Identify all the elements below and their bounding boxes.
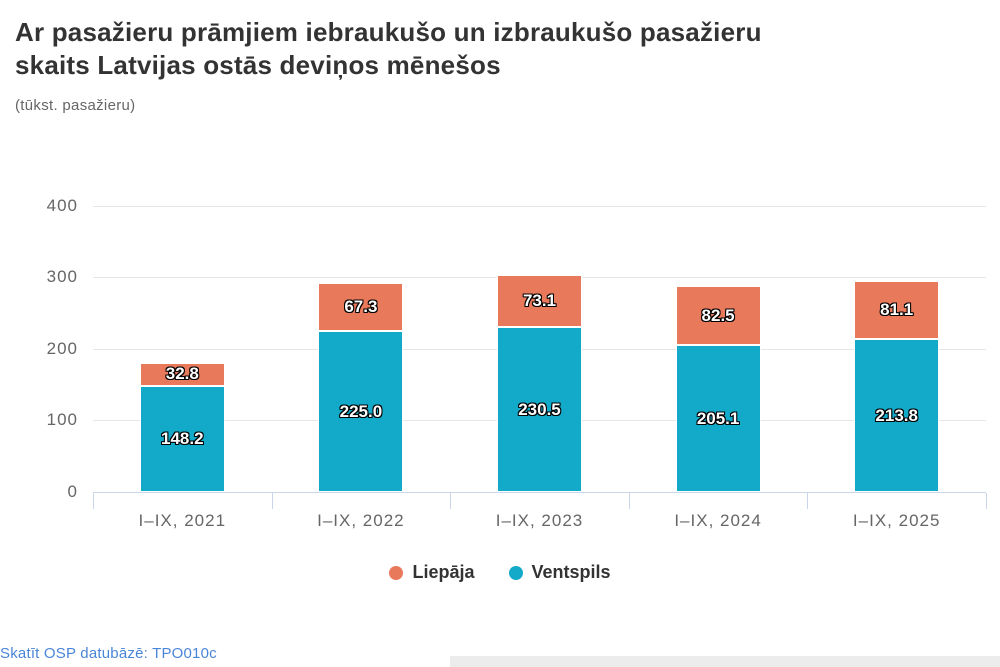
x-axis-label: I–IX, 2024 bbox=[674, 511, 762, 530]
bar-value-label: 81.1 bbox=[880, 300, 914, 320]
bar-segment-ventspils[interactable]: 205.1 bbox=[675, 345, 761, 492]
x-axis-tick bbox=[450, 493, 452, 509]
chart-title: Ar pasažieru prāmjiem iebraukušo un izbr… bbox=[15, 16, 915, 82]
bar-segment-ventspils[interactable]: 230.5 bbox=[497, 327, 582, 492]
bar-value-label: 225.0 bbox=[339, 401, 383, 421]
bar-segment-liepaja[interactable]: 32.8 bbox=[139, 362, 225, 387]
legend-label-liepaja: Liepāja bbox=[412, 562, 475, 582]
x-axis-tick bbox=[807, 493, 809, 509]
x-axis-tick bbox=[93, 493, 94, 509]
bar-segment-liepaja[interactable]: 67.3 bbox=[318, 283, 404, 332]
liepaja-legend-marker-icon bbox=[389, 565, 404, 580]
gridline-400 bbox=[93, 206, 986, 207]
legend-label-ventspils: Ventspils bbox=[531, 562, 611, 582]
legend: Liepāja Ventspils bbox=[0, 562, 1000, 583]
y-axis-label-200: 200 bbox=[46, 339, 78, 358]
legend-item-liepaja[interactable]: Liepāja bbox=[389, 562, 475, 583]
bar-value-label: 73.1 bbox=[522, 291, 557, 311]
y-axis-label-400: 400 bbox=[46, 196, 78, 215]
chart-subtitle: (tūkst. pasažieru) bbox=[15, 97, 136, 114]
bar-segment-ventspils[interactable]: 213.8 bbox=[854, 339, 940, 492]
y-axis-label-100: 100 bbox=[46, 410, 78, 429]
y-axis-label-0: 0 bbox=[67, 482, 78, 501]
x-axis-tick bbox=[271, 493, 273, 509]
x-axis-tick bbox=[628, 493, 630, 509]
x-axis-line bbox=[93, 492, 986, 493]
horizontal-scrollbar[interactable] bbox=[450, 656, 1000, 667]
bar-value-label: 205.1 bbox=[696, 408, 740, 428]
x-axis-label: I–IX, 2021 bbox=[138, 511, 227, 530]
bar-segment-liepaja[interactable]: 73.1 bbox=[497, 274, 582, 328]
x-axis-label: I–IX, 2022 bbox=[317, 511, 405, 530]
bar-segment-liepaja[interactable]: 81.1 bbox=[854, 281, 940, 340]
bar-value-label: 148.2 bbox=[161, 429, 204, 448]
osp-database-link[interactable]: Skatīt OSP datubāzē: TPO010c bbox=[0, 645, 217, 662]
bar-segment-ventspils[interactable]: 225.0 bbox=[318, 331, 404, 492]
ventspils-legend-marker-icon bbox=[508, 565, 523, 580]
bar-segment-ventspils[interactable]: 148.2 bbox=[139, 386, 225, 492]
bar-value-label: 213.8 bbox=[875, 405, 918, 425]
chart-title-line1: Ar pasažieru prāmjiem iebraukušo un izbr… bbox=[15, 17, 762, 47]
x-axis-label: I–IX, 2023 bbox=[495, 511, 584, 530]
bar-value-label: 32.8 bbox=[165, 364, 199, 384]
x-axis-label: I–IX, 2025 bbox=[852, 511, 941, 530]
x-axis-tick bbox=[986, 493, 987, 509]
legend-item-ventspils[interactable]: Ventspils bbox=[508, 562, 611, 583]
bar-segment-liepaja[interactable]: 82.5 bbox=[675, 286, 761, 346]
bar-value-label: 67.3 bbox=[344, 297, 378, 317]
bar-value-label: 230.5 bbox=[518, 399, 561, 419]
y-axis-label-300: 300 bbox=[46, 267, 78, 286]
chart-title-line2: skaits Latvijas ostās deviņos mēnešos bbox=[15, 50, 501, 80]
bar-value-label: 82.5 bbox=[701, 305, 735, 325]
